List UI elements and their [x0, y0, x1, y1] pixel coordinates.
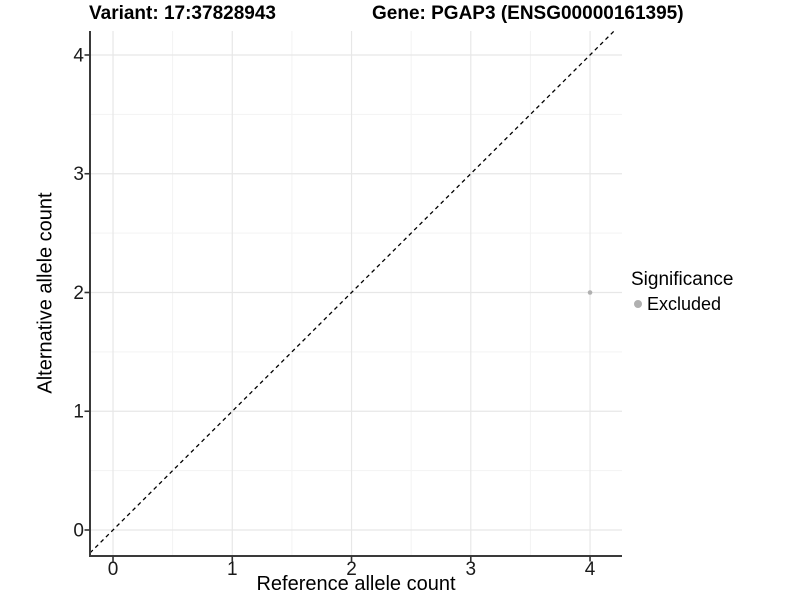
plot-title-gene: Gene: PGAP3 (ENSG00000161395) [372, 3, 684, 24]
x-tick-label: 0 [108, 559, 119, 580]
identity-line [89, 30, 615, 554]
x-tick-label: 2 [346, 559, 357, 580]
data-point-excluded [587, 290, 593, 295]
x-tick-label: 1 [227, 559, 238, 580]
y-tick-label: 4 [73, 45, 84, 66]
y-tick-label: 3 [73, 164, 84, 185]
legend-point-icon [634, 300, 642, 308]
legend-title: Significance [631, 269, 734, 290]
y-axis-label: Alternative allele count [34, 192, 57, 394]
legend-entry-label: Excluded [647, 294, 722, 314]
legend-entry-excluded: Excluded [631, 294, 733, 314]
legend: Significance Excluded [631, 269, 733, 314]
x-tick-label: 4 [585, 559, 596, 580]
plot-title-variant: Variant: 17:37828943 [89, 3, 276, 24]
y-tick-label: 2 [73, 283, 84, 304]
x-tick-label: 3 [465, 559, 476, 580]
y-tick-label: 1 [73, 402, 84, 423]
x-axis-label: Reference allele count [256, 573, 456, 595]
y-tick-label: 0 [73, 520, 84, 541]
